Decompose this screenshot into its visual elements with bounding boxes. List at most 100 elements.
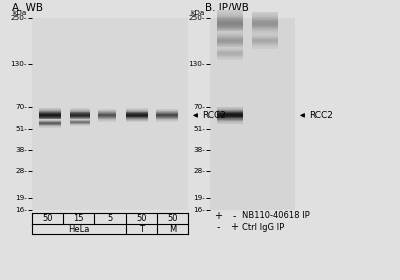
Bar (217, 52, 243, 53)
Bar (156, 114, 178, 115)
Bar (217, 22, 243, 23)
Text: HeLa: HeLa (68, 225, 90, 234)
Bar (217, 36, 243, 37)
Bar (252, 20, 278, 21)
Bar (70, 112, 90, 113)
Bar (217, 47, 243, 48)
Bar (217, 29, 243, 30)
Bar (98, 121, 116, 122)
Bar (217, 123, 243, 124)
Bar (217, 121, 243, 122)
Bar (156, 116, 178, 117)
Bar (70, 110, 90, 111)
Bar (217, 48, 243, 49)
Bar (252, 22, 278, 23)
Bar (217, 17, 243, 19)
Bar (156, 111, 178, 112)
Bar (217, 34, 243, 35)
Bar (39, 110, 61, 111)
Bar (252, 36, 278, 37)
Bar (217, 122, 243, 123)
Text: Ctrl IgG IP: Ctrl IgG IP (242, 223, 284, 232)
Text: 19-: 19- (193, 195, 205, 201)
Bar (39, 125, 61, 126)
Bar (156, 109, 178, 110)
Bar (39, 120, 61, 121)
Bar (126, 112, 148, 113)
Bar (217, 53, 243, 54)
Text: 28-: 28- (15, 168, 27, 174)
Bar (217, 113, 243, 114)
Bar (217, 35, 243, 36)
Bar (252, 34, 278, 35)
Bar (70, 116, 90, 117)
Bar (252, 34, 278, 35)
Bar (217, 116, 243, 117)
Bar (217, 56, 243, 57)
Bar (39, 112, 61, 113)
Bar (39, 123, 61, 124)
Bar (70, 108, 90, 109)
Bar (217, 54, 243, 55)
Text: 50: 50 (42, 214, 53, 223)
Bar (126, 116, 148, 117)
Bar (252, 29, 278, 31)
Bar (252, 25, 278, 26)
Bar (217, 47, 243, 48)
Bar (39, 126, 61, 127)
Bar (39, 108, 61, 109)
Bar (126, 117, 148, 118)
Bar (98, 119, 116, 120)
Text: 38-: 38- (193, 147, 205, 153)
Bar (70, 124, 90, 125)
Bar (126, 118, 148, 119)
Bar (98, 119, 116, 120)
Text: 50: 50 (136, 214, 146, 223)
Bar (252, 45, 278, 46)
Bar (98, 118, 116, 119)
Bar (39, 112, 61, 113)
Bar (156, 112, 178, 113)
Bar (252, 24, 278, 25)
Bar (217, 29, 243, 31)
Bar (217, 109, 243, 110)
Bar (217, 43, 243, 44)
Bar (217, 39, 243, 40)
Bar (217, 31, 243, 32)
Bar (156, 114, 178, 115)
Bar (217, 34, 243, 35)
Bar (252, 32, 278, 34)
Bar (217, 111, 243, 112)
Bar (252, 43, 278, 44)
Bar (252, 15, 278, 16)
Text: kDa: kDa (191, 10, 205, 16)
Bar (217, 113, 243, 114)
Text: 50: 50 (167, 214, 178, 223)
Bar (252, 48, 278, 49)
Bar (217, 49, 243, 50)
Bar (70, 124, 90, 125)
Bar (217, 49, 243, 50)
Bar (70, 120, 90, 121)
Bar (252, 38, 278, 39)
Bar (217, 21, 243, 22)
Bar (39, 114, 61, 115)
Bar (252, 16, 278, 17)
Bar (39, 121, 61, 122)
Bar (217, 45, 243, 46)
Text: -: - (216, 222, 220, 232)
Bar (217, 59, 243, 60)
Bar (70, 121, 90, 122)
Bar (126, 108, 148, 109)
Bar (217, 25, 243, 26)
Bar (126, 113, 148, 114)
Bar (252, 33, 278, 34)
Bar (252, 20, 278, 22)
Bar (217, 39, 243, 40)
Bar (217, 44, 243, 45)
Bar (217, 28, 243, 29)
Bar (217, 118, 243, 119)
Bar (252, 40, 278, 41)
Bar (156, 110, 178, 111)
Bar (70, 117, 90, 118)
